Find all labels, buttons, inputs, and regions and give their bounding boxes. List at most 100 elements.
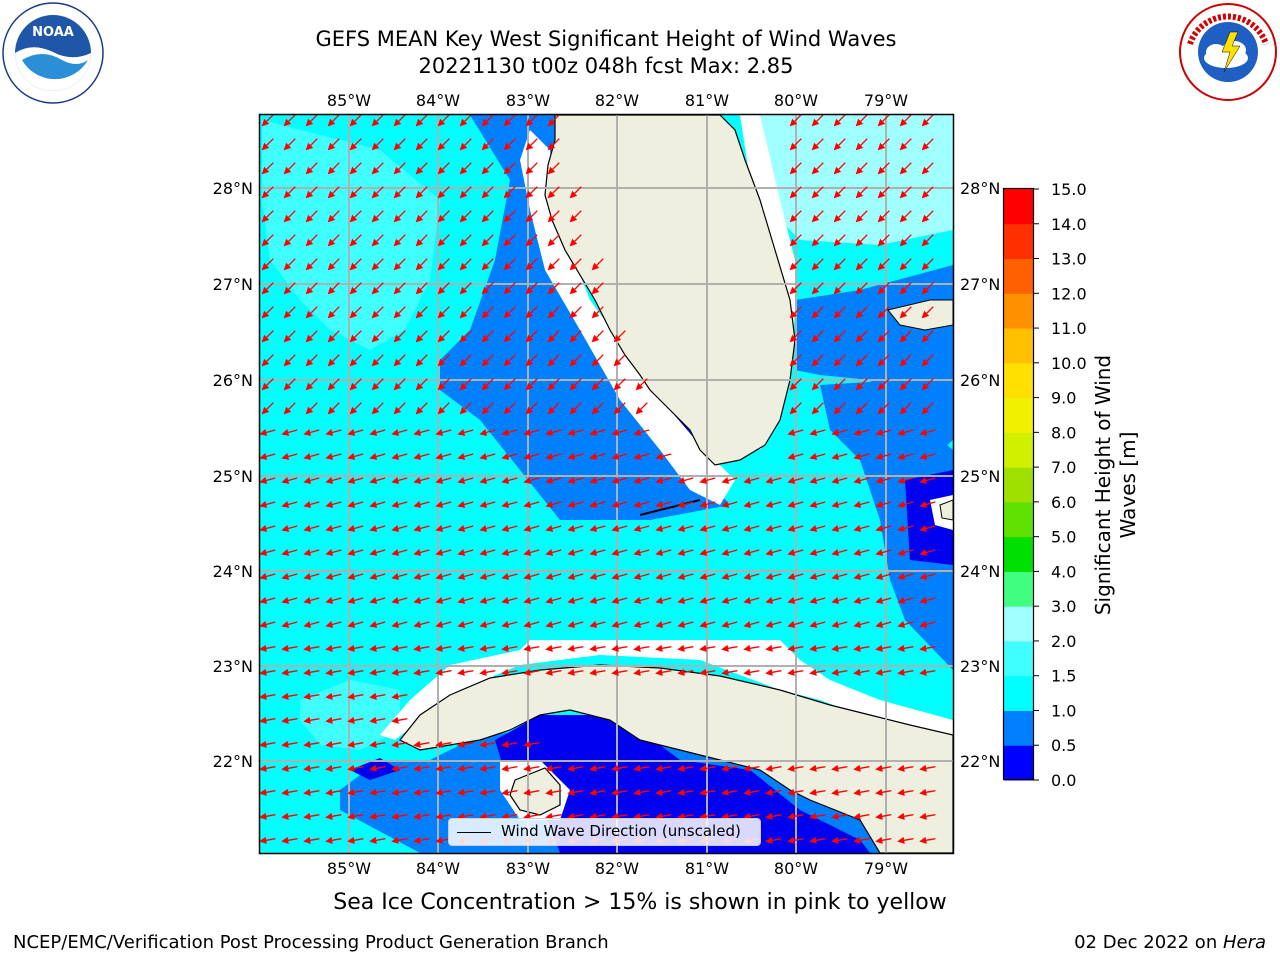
wave-arrow-head (743, 644, 751, 652)
wave-arrow-head (305, 286, 314, 295)
wave-arrow-head (457, 668, 465, 676)
wave-arrow-head (787, 597, 796, 604)
colorbar-tick-label: 8.0 (1051, 423, 1076, 442)
wave-arrow-head (303, 501, 312, 508)
wave-arrow-head (523, 477, 532, 484)
wave-arrow-head (833, 118, 842, 127)
colorbar-tick-label: 0.0 (1051, 771, 1076, 790)
wave-arrow-head (567, 788, 575, 796)
wave-arrow-head (435, 429, 444, 436)
wave-arrow-head (523, 644, 531, 652)
wave-arrow-head (547, 358, 556, 367)
wave-arrow-head (611, 644, 619, 652)
wave-arrow-head (327, 334, 336, 343)
wave-arrow-head (921, 382, 930, 391)
wave-arrow-head (789, 166, 798, 175)
wave-arrow-head (853, 597, 862, 604)
wave-arrow-head (611, 597, 620, 604)
wave-arrow-head (393, 166, 402, 175)
wave-arrow-head (435, 644, 443, 652)
lat-tick-label: 22°N (960, 752, 1000, 771)
wave-arrow-head (899, 310, 908, 319)
wave-arrow-head (281, 836, 289, 844)
wave-arrow-head (765, 668, 773, 676)
wave-arrow-head (325, 788, 333, 796)
wave-arrow-head (899, 382, 908, 391)
wave-arrow-head (743, 477, 752, 484)
wave-arrow-head (481, 238, 490, 247)
wave-arrow-head (347, 573, 356, 580)
wave-arrow-head (437, 334, 446, 343)
colorbar-tick-label: 12.0 (1051, 284, 1087, 303)
wave-arrow-head (283, 358, 292, 367)
wave-arrow-head (325, 716, 333, 724)
wave-arrow-head (283, 238, 292, 247)
wave-arrow-head (655, 788, 663, 796)
wave-arrow-head (611, 573, 620, 580)
wave-arrow-head (459, 310, 468, 319)
wave-arrow-head (677, 668, 685, 676)
wave-arrow-head (305, 406, 314, 415)
wave-arrow-head (545, 549, 554, 556)
wave-arrow-head (371, 406, 380, 415)
colorbar-tick-label: 11.0 (1051, 319, 1087, 338)
wave-arrow-head (899, 142, 908, 151)
wave-arrow-head (391, 716, 399, 724)
wave-arrow-head (655, 764, 663, 772)
wave-arrow-head (721, 501, 730, 508)
wave-arrow-head (325, 692, 333, 700)
wave-arrow-head (327, 286, 336, 295)
wave-arrow-head (589, 525, 598, 532)
wave-arrow-head (371, 142, 380, 151)
colorbar-frame (1002, 187, 1035, 781)
wave-arrow-head (371, 310, 380, 319)
wave-arrow-head (809, 764, 817, 772)
wave-arrow-head (305, 334, 314, 343)
wave-arrow-head (635, 382, 644, 391)
wave-arrow-head (547, 262, 556, 271)
wave-arrow-head (787, 525, 796, 532)
wave-arrow-head (699, 597, 708, 604)
wave-arrow-head (523, 788, 531, 796)
wave-arrow-head (523, 668, 531, 676)
wave-arrow-head (325, 740, 333, 748)
wave-arrow-head (501, 429, 510, 436)
footer-host: Hera (1222, 932, 1266, 953)
colorbar-tick-label: 13.0 (1051, 250, 1087, 269)
wave-arrow-head (787, 644, 795, 652)
wave-arrow-head (567, 525, 576, 532)
wave-arrow-head (391, 812, 399, 820)
wave-arrow-head (545, 668, 553, 676)
wave-arrow-head (875, 549, 884, 556)
wave-arrow-head (369, 644, 377, 652)
wave-arrow-head (877, 358, 886, 367)
wave-arrow-head (261, 238, 270, 247)
wave-arrow-head (391, 788, 399, 796)
wave-arrow-head (677, 644, 685, 652)
wave-arrow-head (459, 358, 468, 367)
wave-arrow-head (393, 382, 402, 391)
wave-arrow-head (481, 406, 490, 415)
wave-arrow-head (613, 382, 622, 391)
wave-arrow-head (855, 214, 864, 223)
wave-arrow-head (655, 621, 664, 628)
wave-arrow-head (919, 812, 927, 820)
wave-arrow-head (479, 621, 488, 628)
wave-arrow-head (459, 214, 468, 223)
wave-arrow-head (415, 118, 424, 127)
wave-arrow-head (611, 501, 620, 508)
wave-arrow-head (459, 262, 468, 271)
wave-arrow-head (325, 453, 334, 460)
wave-arrow-head (435, 740, 443, 748)
wave-arrow-head (809, 668, 817, 676)
wave-arrow-head (303, 644, 311, 652)
wave-arrow-head (855, 166, 864, 175)
colorbar-segment (1004, 501, 1033, 538)
wave-arrow-head (591, 334, 600, 343)
wave-arrow-head (721, 668, 729, 676)
chart-subtitle: 20221130 t00z 048h fcst Max: 2.85 (418, 54, 794, 78)
wave-arrow-head (721, 597, 730, 604)
wave-arrow-head (613, 358, 622, 367)
wave-arrow-head (281, 549, 290, 556)
lat-tick-label: 23°N (213, 657, 253, 676)
